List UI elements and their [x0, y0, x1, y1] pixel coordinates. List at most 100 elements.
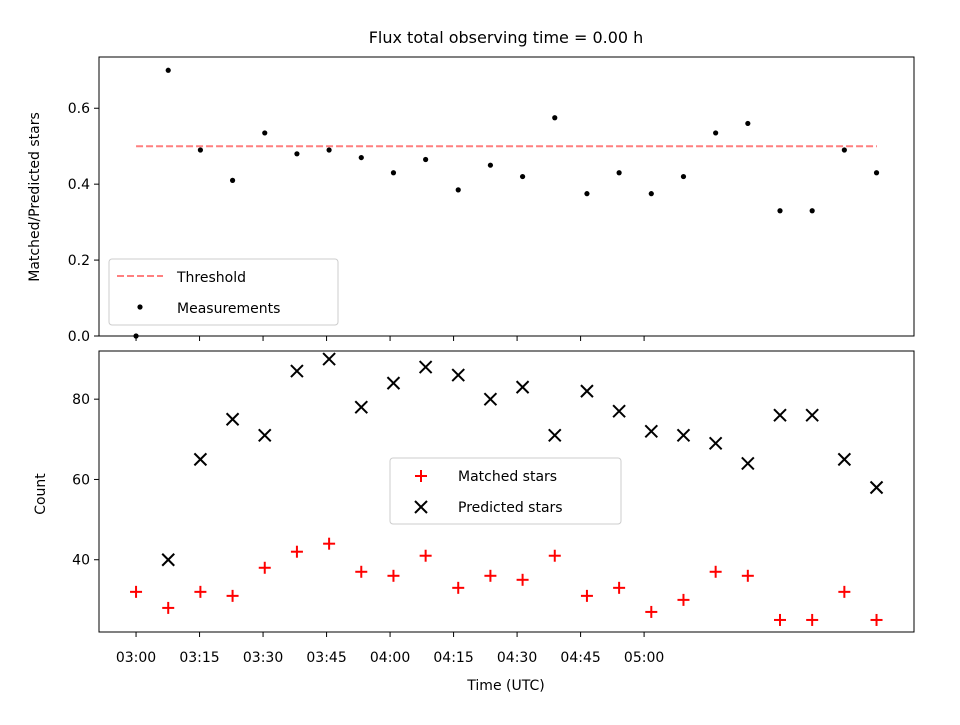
top-x-ticks [135, 336, 645, 341]
matched-star-point [194, 585, 207, 598]
predicted-star-point [676, 428, 691, 443]
matched-star-point [709, 565, 722, 578]
bottom-x-tick-label: 04:30 [497, 650, 537, 666]
matched-star-point [130, 585, 143, 598]
matched-star-point [226, 589, 239, 602]
predicted-star-point [773, 408, 787, 422]
measurement-point [229, 177, 236, 183]
matched-star-point [355, 565, 368, 578]
predicted-star-point [708, 436, 723, 451]
matched-star-point [838, 585, 851, 598]
predicted-star-point [644, 424, 659, 438]
predicted-star-point [548, 428, 562, 443]
measurement-point [487, 162, 494, 168]
measurement-point [648, 191, 654, 197]
matched-star-point [323, 537, 336, 550]
measurement-point [455, 187, 461, 193]
matched-star-point [387, 569, 400, 582]
bottom-legend-box [389, 457, 622, 525]
top-y-axis-label: Matched/Predicted stars [27, 112, 43, 282]
matched-star-point [774, 613, 787, 626]
predicted-star-point [386, 376, 401, 390]
measurement-point [745, 120, 751, 127]
measurement-point [326, 147, 332, 153]
measurement-point [390, 170, 397, 176]
matched-star-point [162, 601, 175, 614]
matched-star-point [419, 549, 432, 562]
measurement-point [552, 115, 558, 121]
predicted-star-point [741, 456, 755, 471]
threshold-legend-label: Threshold [176, 270, 246, 286]
top-plot-area [133, 67, 880, 339]
bottom-x-tick-label: 03:30 [243, 650, 283, 666]
predicted-star-point [258, 428, 272, 443]
matched-star-point [258, 561, 271, 574]
bottom-x-tick-label: 03:00 [116, 650, 156, 666]
measurement-point [519, 173, 526, 180]
measurements-legend-label: Measurements [177, 301, 280, 317]
measurement-point [197, 147, 203, 153]
top-y-tick-label: 0.4 [68, 177, 90, 193]
measurement-point [809, 208, 815, 214]
chart-title: Flux total observing time = 0.00 h [369, 28, 644, 47]
predicted-star-point [322, 352, 336, 366]
predicted-star-point [805, 408, 819, 422]
measurement-point [841, 147, 847, 153]
predicted-star-point [161, 553, 175, 567]
top-legend: Threshold Measurements [108, 258, 339, 326]
measurement-point [262, 130, 268, 136]
bottom-axes-frame [98, 350, 915, 633]
predicted-legend-label: Predicted stars [458, 500, 563, 516]
matched-star-point [645, 605, 658, 618]
measurement-point [616, 170, 622, 176]
matched-star-point [677, 593, 690, 606]
bottom-x-axis-label: Time (UTC) [466, 678, 544, 694]
bottom-y-tick-label: 80 [72, 392, 90, 408]
bottom-x-tick-label: 04:45 [560, 650, 600, 666]
bottom-x-axis: 03:00 03:15 03:30 03:45 04:00 04:15 04:30 04:45… [116, 632, 664, 666]
matched-star-point [516, 573, 529, 586]
measurement-point [423, 156, 429, 163]
predicted-legend-swatch [414, 500, 428, 514]
bottom-x-tick-label: 03:15 [179, 650, 219, 666]
matched-star-point [580, 589, 593, 602]
matched-star-point [484, 569, 497, 582]
predicted-star-point [225, 412, 240, 426]
matched-legend-swatch [415, 470, 427, 482]
bottom-x-tick-label: 03:45 [306, 650, 346, 666]
measurement-point [777, 208, 783, 214]
predicted-star-point [290, 364, 304, 378]
matched-star-point [290, 545, 303, 558]
bottom-y-axis-label: Count [33, 473, 49, 515]
matched-legend-label: Matched stars [458, 469, 557, 485]
predicted-star-point [483, 392, 498, 406]
top-y-axis: 0.0 0.2 0.4 0.6 [68, 101, 99, 345]
bottom-legend: Matched stars Predicted stars [389, 457, 622, 525]
matched-star-point [452, 581, 465, 594]
measurement-point [873, 170, 880, 176]
bottom-y-axis: 40 60 80 [72, 392, 99, 569]
matched-star-point [806, 613, 819, 626]
predicted-star-point [354, 400, 368, 414]
measurement-point [165, 67, 171, 73]
top-y-tick-label: 0.2 [68, 253, 90, 269]
measurement-point [713, 130, 719, 136]
top-legend-box [108, 258, 339, 326]
matched-star-point [613, 581, 626, 594]
top-axes-frame [98, 56, 915, 337]
predicted-star-point [837, 452, 852, 467]
predicted-star-point [451, 368, 465, 382]
predicted-star-point [515, 380, 530, 394]
measurement-point [358, 154, 364, 161]
predicted-star-point [418, 360, 433, 374]
bottom-x-tick-label: 05:00 [624, 650, 664, 666]
matched-star-point [548, 549, 561, 562]
predicted-star-point [193, 452, 208, 467]
measurements-legend-swatch [137, 304, 143, 310]
predicted-star-point [612, 404, 626, 418]
measurement-point [680, 173, 687, 180]
bottom-plot-area [130, 352, 884, 626]
matched-star-point [741, 569, 754, 582]
